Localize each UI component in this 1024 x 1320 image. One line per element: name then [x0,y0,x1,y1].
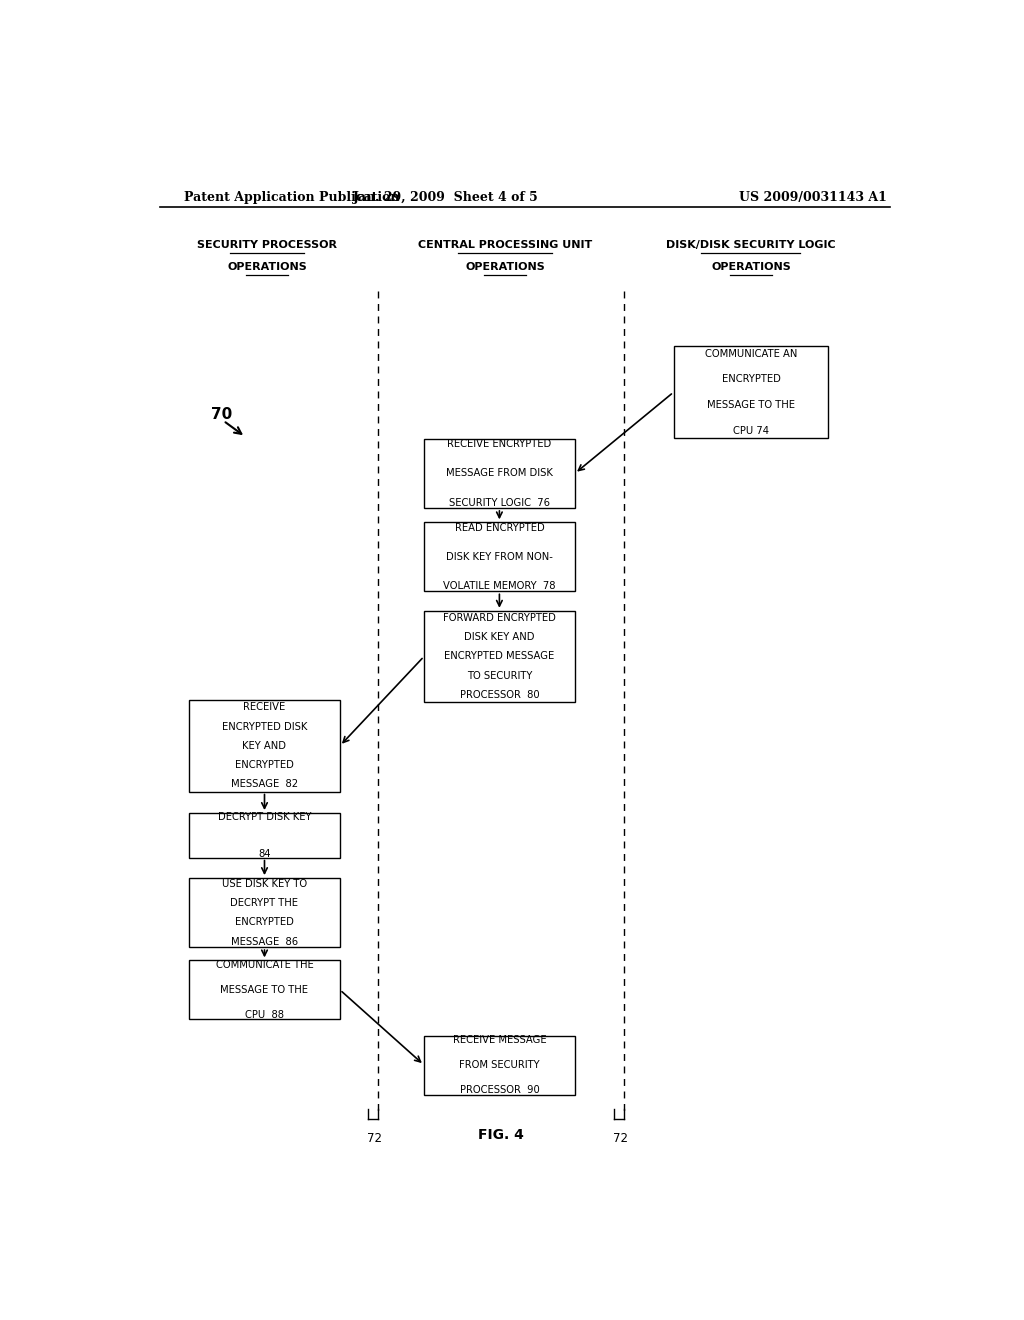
Text: ENCRYPTED DISK: ENCRYPTED DISK [222,722,307,731]
Text: MESSAGE FROM DISK: MESSAGE FROM DISK [446,469,553,478]
Text: TO SECURITY: TO SECURITY [467,671,532,681]
Text: RECEIVE ENCRYPTED: RECEIVE ENCRYPTED [447,440,552,449]
Bar [424,523,574,591]
Text: ENCRYPTED: ENCRYPTED [722,375,780,384]
Text: 72: 72 [367,1133,382,1146]
Text: MESSAGE TO THE: MESSAGE TO THE [220,985,308,995]
Bar [189,961,340,1019]
Text: SECURITY LOGIC  76: SECURITY LOGIC 76 [449,498,550,507]
Text: ENCRYPTED MESSAGE: ENCRYPTED MESSAGE [444,652,555,661]
Text: Patent Application Publication: Patent Application Publication [183,190,399,203]
Bar [189,878,340,948]
Bar [424,1036,574,1094]
Bar [674,346,828,438]
Text: OPERATIONS: OPERATIONS [465,263,545,272]
Text: MESSAGE  86: MESSAGE 86 [231,937,298,946]
Text: SECURITY PROCESSOR: SECURITY PROCESSOR [197,240,337,249]
Text: VOLATILE MEMORY  78: VOLATILE MEMORY 78 [443,581,556,591]
Bar [189,700,340,792]
Text: RECEIVE: RECEIVE [244,702,286,713]
Bar [424,440,574,508]
Text: MESSAGE TO THE: MESSAGE TO THE [707,400,795,411]
Text: 72: 72 [612,1133,628,1146]
Text: READ ENCRYPTED: READ ENCRYPTED [455,523,545,533]
Bar [424,611,574,702]
Text: OPERATIONS: OPERATIONS [227,263,307,272]
Text: FROM SECURITY: FROM SECURITY [459,1060,540,1071]
Text: USE DISK KEY TO: USE DISK KEY TO [222,879,307,888]
Text: DISK/DISK SECURITY LOGIC: DISK/DISK SECURITY LOGIC [667,240,836,249]
Text: FIG. 4: FIG. 4 [478,1129,524,1142]
Text: ENCRYPTED: ENCRYPTED [236,760,294,770]
Text: CENTRAL PROCESSING UNIT: CENTRAL PROCESSING UNIT [418,240,592,249]
Text: COMMUNICATE AN: COMMUNICATE AN [705,348,797,359]
Text: COMMUNICATE THE: COMMUNICATE THE [216,960,313,970]
Text: FORWARD ENCRYPTED: FORWARD ENCRYPTED [443,612,556,623]
Text: PROCESSOR  90: PROCESSOR 90 [460,1085,540,1094]
Bar [189,813,340,858]
Text: DISK KEY AND: DISK KEY AND [464,632,535,643]
Text: RECEIVE MESSAGE: RECEIVE MESSAGE [453,1035,546,1045]
Text: KEY AND: KEY AND [243,741,287,751]
Text: OPERATIONS: OPERATIONS [711,263,791,272]
Text: DISK KEY FROM NON-: DISK KEY FROM NON- [446,552,553,562]
Text: CPU 74: CPU 74 [733,425,769,436]
Text: DECRYPT DISK KEY: DECRYPT DISK KEY [218,812,311,821]
Text: DECRYPT THE: DECRYPT THE [230,898,299,908]
Text: Jan. 29, 2009  Sheet 4 of 5: Jan. 29, 2009 Sheet 4 of 5 [352,190,539,203]
Text: US 2009/0031143 A1: US 2009/0031143 A1 [739,190,887,203]
Text: MESSAGE  82: MESSAGE 82 [231,779,298,789]
Text: 84: 84 [258,849,270,859]
Text: ENCRYPTED: ENCRYPTED [236,917,294,927]
Text: CPU  88: CPU 88 [245,1010,284,1019]
Text: PROCESSOR  80: PROCESSOR 80 [460,690,540,700]
Text: 70: 70 [211,407,232,422]
